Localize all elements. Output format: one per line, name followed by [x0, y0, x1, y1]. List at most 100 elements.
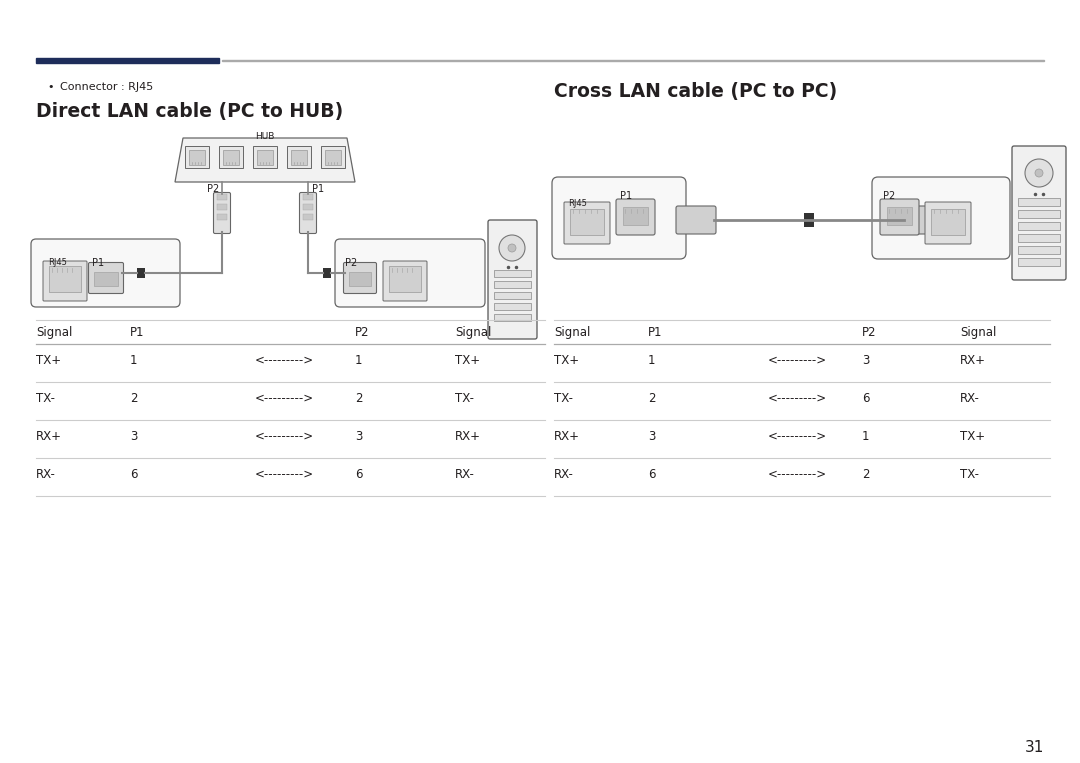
Text: P1: P1: [130, 326, 145, 339]
Text: P2: P2: [345, 258, 357, 268]
Bar: [887, 207, 912, 225]
FancyBboxPatch shape: [335, 239, 485, 307]
Bar: [494, 281, 531, 288]
Text: Direct LAN cable (PC to HUB): Direct LAN cable (PC to HUB): [36, 102, 343, 121]
Text: Cross LAN cable (PC to PC): Cross LAN cable (PC to PC): [554, 82, 837, 101]
FancyBboxPatch shape: [89, 262, 123, 294]
Text: 6: 6: [355, 468, 363, 481]
FancyBboxPatch shape: [552, 177, 686, 259]
Polygon shape: [175, 138, 355, 182]
Text: RJ45: RJ45: [568, 199, 586, 208]
Text: RX-: RX-: [960, 392, 980, 405]
Bar: [1018, 222, 1059, 230]
Circle shape: [508, 244, 516, 252]
Bar: [217, 194, 227, 200]
Text: <--------->: <--------->: [255, 392, 314, 405]
Bar: [321, 146, 345, 168]
Bar: [1018, 198, 1059, 206]
Text: RX-: RX-: [36, 468, 56, 481]
Bar: [623, 207, 648, 225]
Bar: [219, 146, 243, 168]
Bar: [389, 266, 421, 292]
Text: <--------->: <--------->: [255, 354, 314, 367]
Bar: [303, 204, 313, 210]
Text: 3: 3: [648, 430, 656, 443]
Text: 1: 1: [648, 354, 656, 367]
Bar: [1018, 234, 1059, 242]
Bar: [253, 146, 276, 168]
Text: 3: 3: [862, 354, 869, 367]
Text: Signal: Signal: [960, 326, 997, 339]
FancyBboxPatch shape: [31, 239, 180, 307]
Bar: [1018, 210, 1059, 218]
FancyBboxPatch shape: [872, 177, 1010, 259]
Text: P2: P2: [862, 326, 877, 339]
FancyBboxPatch shape: [488, 220, 537, 339]
Bar: [1018, 258, 1059, 266]
Circle shape: [499, 235, 525, 261]
Bar: [303, 194, 313, 200]
Bar: [325, 150, 341, 165]
Bar: [804, 213, 814, 227]
Text: P1: P1: [312, 184, 324, 194]
Text: P2: P2: [883, 191, 895, 201]
Bar: [494, 303, 531, 310]
Bar: [494, 314, 531, 321]
Text: 1: 1: [355, 354, 363, 367]
Text: 2: 2: [355, 392, 363, 405]
Bar: [494, 292, 531, 299]
Text: •: •: [48, 82, 54, 92]
Text: P2: P2: [206, 184, 219, 194]
Bar: [494, 270, 531, 277]
Bar: [222, 60, 1044, 61]
Text: P2: P2: [355, 326, 369, 339]
Text: 6: 6: [648, 468, 656, 481]
Circle shape: [1035, 169, 1043, 177]
Text: RX-: RX-: [455, 468, 475, 481]
Bar: [189, 150, 205, 165]
Bar: [349, 272, 372, 286]
Text: TX-: TX-: [455, 392, 474, 405]
Bar: [257, 150, 273, 165]
Bar: [185, 146, 210, 168]
Text: P1: P1: [620, 191, 632, 201]
FancyBboxPatch shape: [564, 202, 610, 244]
Text: <--------->: <--------->: [768, 392, 827, 405]
Text: RJ45: RJ45: [48, 258, 67, 267]
FancyBboxPatch shape: [299, 192, 316, 233]
Text: TX-: TX-: [36, 392, 55, 405]
Bar: [570, 209, 604, 235]
FancyBboxPatch shape: [616, 199, 654, 235]
Text: <--------->: <--------->: [768, 354, 827, 367]
Text: 3: 3: [355, 430, 363, 443]
Text: 1: 1: [862, 430, 869, 443]
Text: 2: 2: [862, 468, 869, 481]
Text: RX+: RX+: [36, 430, 62, 443]
Bar: [222, 150, 239, 165]
Text: TX+: TX+: [455, 354, 481, 367]
Text: P1: P1: [92, 258, 104, 268]
Text: <--------->: <--------->: [255, 430, 314, 443]
FancyBboxPatch shape: [880, 199, 919, 235]
Bar: [217, 204, 227, 210]
Bar: [1018, 246, 1059, 254]
FancyBboxPatch shape: [343, 262, 377, 294]
Text: <--------->: <--------->: [768, 430, 827, 443]
FancyBboxPatch shape: [902, 206, 942, 234]
Text: TX+: TX+: [36, 354, 62, 367]
Text: 2: 2: [130, 392, 137, 405]
Bar: [94, 272, 118, 286]
Bar: [291, 150, 307, 165]
Bar: [931, 209, 966, 235]
Bar: [217, 214, 227, 220]
Circle shape: [1025, 159, 1053, 187]
Text: RX+: RX+: [554, 430, 580, 443]
Bar: [303, 214, 313, 220]
Text: 31: 31: [1025, 740, 1044, 755]
Text: 3: 3: [130, 430, 137, 443]
Text: RX+: RX+: [455, 430, 481, 443]
Bar: [323, 268, 330, 278]
Text: RX+: RX+: [960, 354, 986, 367]
FancyBboxPatch shape: [1012, 146, 1066, 280]
Text: RX-: RX-: [554, 468, 573, 481]
